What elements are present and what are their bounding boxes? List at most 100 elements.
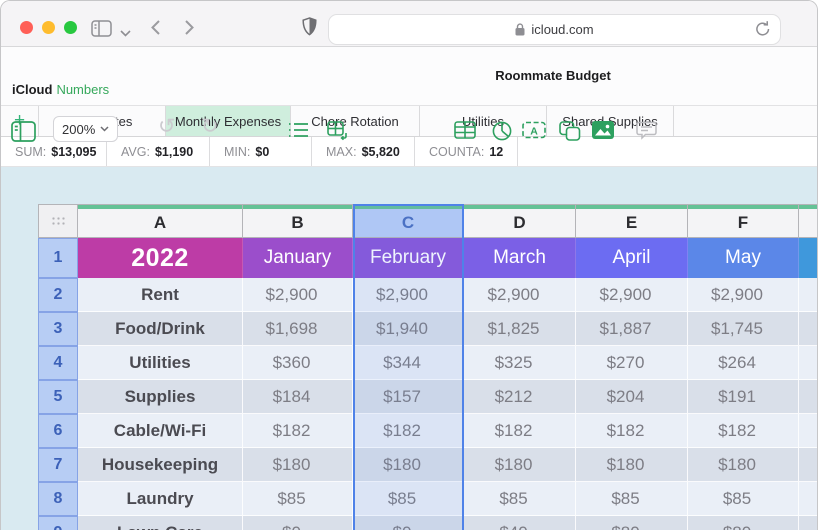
- reload-icon[interactable]: [755, 20, 771, 41]
- zoom-window-button[interactable]: [64, 21, 77, 34]
- row-header-3[interactable]: 3: [38, 312, 78, 346]
- cell-E1[interactable]: April: [576, 238, 688, 278]
- cell-D1[interactable]: March: [464, 238, 576, 278]
- cell-F2[interactable]: $2,900: [688, 278, 799, 312]
- column-header-B[interactable]: B: [243, 204, 353, 238]
- cell-D6[interactable]: $182: [464, 414, 576, 448]
- cell-overflow-5[interactable]: [799, 380, 817, 414]
- row-header-6[interactable]: 6: [38, 414, 78, 448]
- cell-A7[interactable]: Housekeeping: [78, 448, 243, 482]
- toggle-sidebar-button[interactable]: [11, 121, 36, 142]
- cell-D7[interactable]: $180: [464, 448, 576, 482]
- cell-B4[interactable]: $360: [243, 346, 353, 380]
- undo-button[interactable]: ↺: [158, 115, 176, 138]
- column-header-overflow[interactable]: [799, 204, 817, 238]
- cell-C5[interactable]: $157: [353, 380, 464, 414]
- column-header-E[interactable]: E: [576, 204, 688, 238]
- cell-C6[interactable]: $182: [353, 414, 464, 448]
- cell-E3[interactable]: $1,887: [576, 312, 688, 346]
- cell-B9[interactable]: $0: [243, 516, 353, 530]
- cell-A1[interactable]: 2022: [78, 238, 243, 278]
- cell-D8[interactable]: $85: [464, 482, 576, 516]
- cell-D4[interactable]: $325: [464, 346, 576, 380]
- insert-text-button[interactable]: A: [522, 121, 546, 139]
- cell-B6[interactable]: $182: [243, 414, 353, 448]
- cell-F9[interactable]: $80: [688, 516, 799, 530]
- cell-A4[interactable]: Utilities: [78, 346, 243, 380]
- address-bar[interactable]: icloud.com: [328, 14, 781, 45]
- cell-E7[interactable]: $180: [576, 448, 688, 482]
- cell-F8[interactable]: $85: [688, 482, 799, 516]
- row-header-4[interactable]: 4: [38, 346, 78, 380]
- chevron-down-icon[interactable]: [120, 24, 131, 42]
- cell-E2[interactable]: $2,900: [576, 278, 688, 312]
- sheet-canvas[interactable]: A B C D E F 1 2022 January February March April May 2…: [1, 167, 817, 530]
- cell-A3[interactable]: Food/Drink: [78, 312, 243, 346]
- cell-F1[interactable]: May: [688, 238, 799, 278]
- cell-B3[interactable]: $1,698: [243, 312, 353, 346]
- cell-C8[interactable]: $85: [353, 482, 464, 516]
- app-brand[interactable]: iCloud Numbers: [12, 82, 109, 97]
- insert-rows-columns-button[interactable]: [327, 121, 348, 141]
- cell-overflow-1[interactable]: [799, 238, 817, 278]
- format-list-button[interactable]: [288, 121, 309, 139]
- cell-A9[interactable]: Lawn Care: [78, 516, 243, 530]
- cell-C4[interactable]: $344: [353, 346, 464, 380]
- add-sheet-button[interactable]: +: [1, 106, 39, 136]
- cell-E5[interactable]: $204: [576, 380, 688, 414]
- row-header-1[interactable]: 1: [38, 238, 78, 278]
- cell-F6[interactable]: $182: [688, 414, 799, 448]
- cell-E9[interactable]: $80: [576, 516, 688, 530]
- column-header-F[interactable]: F: [688, 204, 799, 238]
- document-title[interactable]: Roommate Budget: [495, 68, 611, 83]
- cell-D2[interactable]: $2,900: [464, 278, 576, 312]
- cell-C3[interactable]: $1,940: [353, 312, 464, 346]
- row-header-7[interactable]: 7: [38, 448, 78, 482]
- cell-B1[interactable]: January: [243, 238, 353, 278]
- cell-overflow-8[interactable]: [799, 482, 817, 516]
- privacy-shield-icon[interactable]: [302, 17, 317, 41]
- cell-E4[interactable]: $270: [576, 346, 688, 380]
- cell-overflow-7[interactable]: [799, 448, 817, 482]
- insert-shape-button[interactable]: [559, 121, 581, 141]
- cell-F5[interactable]: $191: [688, 380, 799, 414]
- cell-D9[interactable]: $40: [464, 516, 576, 530]
- minimize-window-button[interactable]: [42, 21, 55, 34]
- cell-B2[interactable]: $2,900: [243, 278, 353, 312]
- cell-F7[interactable]: $180: [688, 448, 799, 482]
- column-header-A[interactable]: A: [78, 204, 243, 238]
- sidebar-toggle-icon[interactable]: [91, 20, 112, 42]
- cell-overflow-3[interactable]: [799, 312, 817, 346]
- cell-D5[interactable]: $212: [464, 380, 576, 414]
- cell-B5[interactable]: $184: [243, 380, 353, 414]
- row-header-5[interactable]: 5: [38, 380, 78, 414]
- cell-C2[interactable]: $2,900: [353, 278, 464, 312]
- comment-button[interactable]: [636, 121, 657, 140]
- cell-D3[interactable]: $1,825: [464, 312, 576, 346]
- redo-button[interactable]: ↻: [201, 115, 219, 138]
- cell-B7[interactable]: $180: [243, 448, 353, 482]
- tab-monthly-expenses[interactable]: Monthly Expenses: [166, 106, 291, 136]
- cell-overflow-9[interactable]: [799, 516, 817, 530]
- column-header-D[interactable]: D: [464, 204, 576, 238]
- cell-overflow-6[interactable]: [799, 414, 817, 448]
- close-window-button[interactable]: [20, 21, 33, 34]
- cell-C7[interactable]: $180: [353, 448, 464, 482]
- cell-E8[interactable]: $85: [576, 482, 688, 516]
- cell-A8[interactable]: Laundry: [78, 482, 243, 516]
- row-header-2[interactable]: 2: [38, 278, 78, 312]
- cell-overflow-2[interactable]: [799, 278, 817, 312]
- forward-button[interactable]: [185, 20, 194, 40]
- cell-B8[interactable]: $85: [243, 482, 353, 516]
- cell-C9[interactable]: $0: [353, 516, 464, 530]
- row-header-9[interactable]: 9: [38, 516, 78, 530]
- insert-chart-button[interactable]: [492, 121, 512, 141]
- cell-A6[interactable]: Cable/Wi-Fi: [78, 414, 243, 448]
- insert-media-button[interactable]: [592, 121, 614, 139]
- row-header-8[interactable]: 8: [38, 482, 78, 516]
- cell-F4[interactable]: $264: [688, 346, 799, 380]
- table-corner-handle[interactable]: [38, 204, 78, 238]
- cell-E6[interactable]: $182: [576, 414, 688, 448]
- cell-C1[interactable]: February: [353, 238, 464, 278]
- column-header-C[interactable]: C: [353, 204, 464, 238]
